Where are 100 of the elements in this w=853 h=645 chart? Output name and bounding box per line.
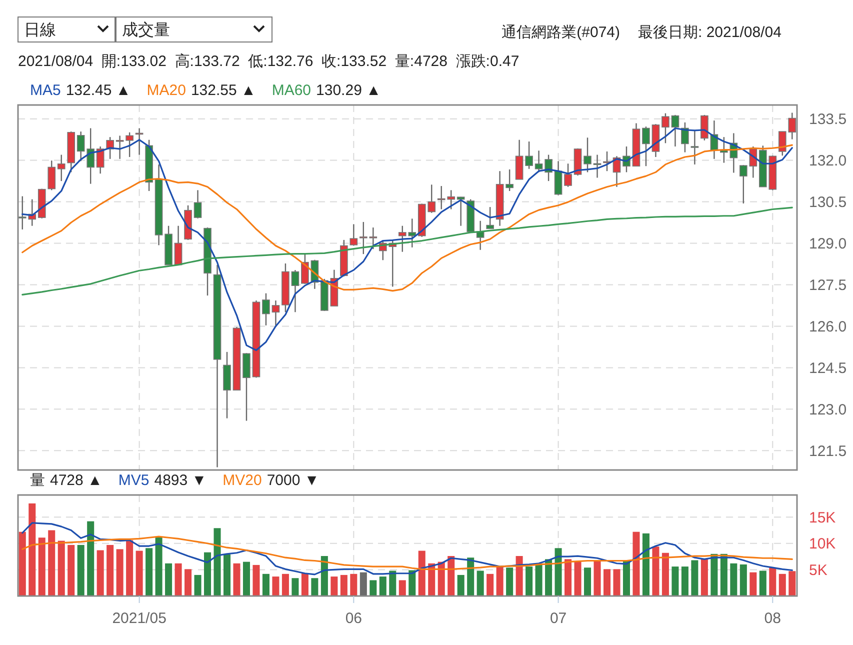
candlestick: [554, 160, 562, 196]
bar: [77, 544, 84, 596]
bar: [340, 574, 348, 596]
line-series: [22, 536, 793, 570]
bar: [320, 556, 328, 596]
y-tick-label: 10K: [809, 536, 836, 553]
bar: [448, 556, 455, 596]
candlestick: [681, 122, 689, 153]
bar: [311, 578, 318, 596]
bar: [642, 533, 650, 596]
bar: [672, 566, 679, 596]
y-tick-label: 132.0: [809, 152, 847, 170]
candlestick: [671, 114, 680, 148]
bar: [379, 576, 386, 596]
bar: [262, 574, 270, 596]
bar: [564, 559, 572, 596]
candlestick: [350, 224, 358, 246]
candlestick: [593, 154, 602, 178]
bar: [603, 569, 611, 596]
y-tick-label: 124.5: [809, 360, 847, 377]
candlestick: [584, 137, 592, 173]
candlestick: [301, 252, 309, 285]
bar: [788, 571, 796, 596]
y-tick-label: 129.0: [809, 236, 847, 253]
bar: [301, 573, 308, 596]
candlestick: [662, 112, 670, 144]
bar: [769, 568, 776, 596]
bar: [194, 574, 202, 596]
bar: [730, 563, 738, 596]
bar: [282, 574, 289, 596]
candlestick: [262, 292, 270, 326]
text: 132.45 ▲: [66, 82, 131, 99]
bar: [778, 574, 786, 596]
candlestick: [174, 225, 182, 266]
x-tick-label: 2021/05: [112, 610, 166, 627]
candlestick: [291, 269, 300, 313]
bar: [28, 503, 36, 596]
text: MV5: [118, 472, 150, 489]
bar: [398, 580, 406, 596]
bar: [370, 580, 377, 596]
text: 日線: [24, 22, 56, 39]
candlestick: [456, 196, 465, 226]
bar: [184, 569, 192, 596]
bar: [535, 563, 542, 596]
text: 成交量: [122, 21, 170, 39]
bar: [574, 562, 582, 596]
bar: [632, 532, 640, 596]
candlestick: [126, 132, 134, 158]
y-tick-label: 121.5: [809, 442, 847, 460]
bar: [545, 559, 552, 596]
bar: [506, 568, 514, 596]
y-tick-label: 133.5: [809, 111, 847, 128]
bar: [18, 532, 26, 596]
y-tick-label: 15K: [809, 509, 836, 526]
y-tick-label: 126.0: [809, 318, 847, 336]
bar: [408, 570, 416, 596]
bar: [272, 576, 280, 596]
bar: [526, 566, 533, 596]
text: MA5: [30, 82, 61, 99]
bar: [740, 564, 747, 596]
bar: [584, 568, 592, 596]
text: MA20: [146, 82, 186, 99]
candlestick: [534, 150, 543, 173]
bar: [476, 570, 484, 596]
text: 4893 ▼: [154, 472, 207, 489]
bar: [700, 559, 708, 596]
candlestick: [48, 160, 56, 191]
bar: [223, 554, 231, 596]
bar: [457, 574, 464, 596]
x-tick-label: 06: [345, 610, 362, 627]
y-tick-label: 130.5: [809, 194, 847, 212]
candlestick: [525, 140, 533, 170]
y-tick-label: 5K: [809, 562, 828, 579]
bar: [96, 550, 104, 596]
text: 4728 ▲: [50, 472, 102, 489]
bar: [613, 569, 620, 596]
chart-subtitle: 最後日期: 2021/08/04: [638, 24, 782, 41]
bar: [554, 548, 562, 596]
text: 130.29 ▲: [316, 82, 381, 99]
bar: [652, 546, 660, 596]
bar: [486, 574, 494, 596]
text: 132.55 ▲: [190, 82, 256, 99]
candlestick: [690, 129, 699, 166]
bar: [710, 554, 718, 596]
bar: [136, 550, 143, 596]
text: 7000 ▼: [266, 472, 320, 489]
bar: [204, 552, 212, 596]
bar: [691, 560, 698, 596]
bar: [38, 538, 46, 596]
bar: [155, 536, 162, 596]
bar: [750, 572, 757, 596]
bar: [622, 560, 630, 596]
bar: [389, 570, 396, 596]
bar: [165, 563, 172, 596]
candlestick: [564, 163, 572, 188]
bar: [360, 572, 367, 596]
text: 2021/08/04 開:133.02 高:133.72 低:132.76 收:133.52 量:4728 漲跌:0.47: [18, 53, 520, 70]
y-tick-label: 123.0: [809, 401, 847, 418]
bar: [594, 560, 601, 596]
bar: [242, 562, 250, 596]
